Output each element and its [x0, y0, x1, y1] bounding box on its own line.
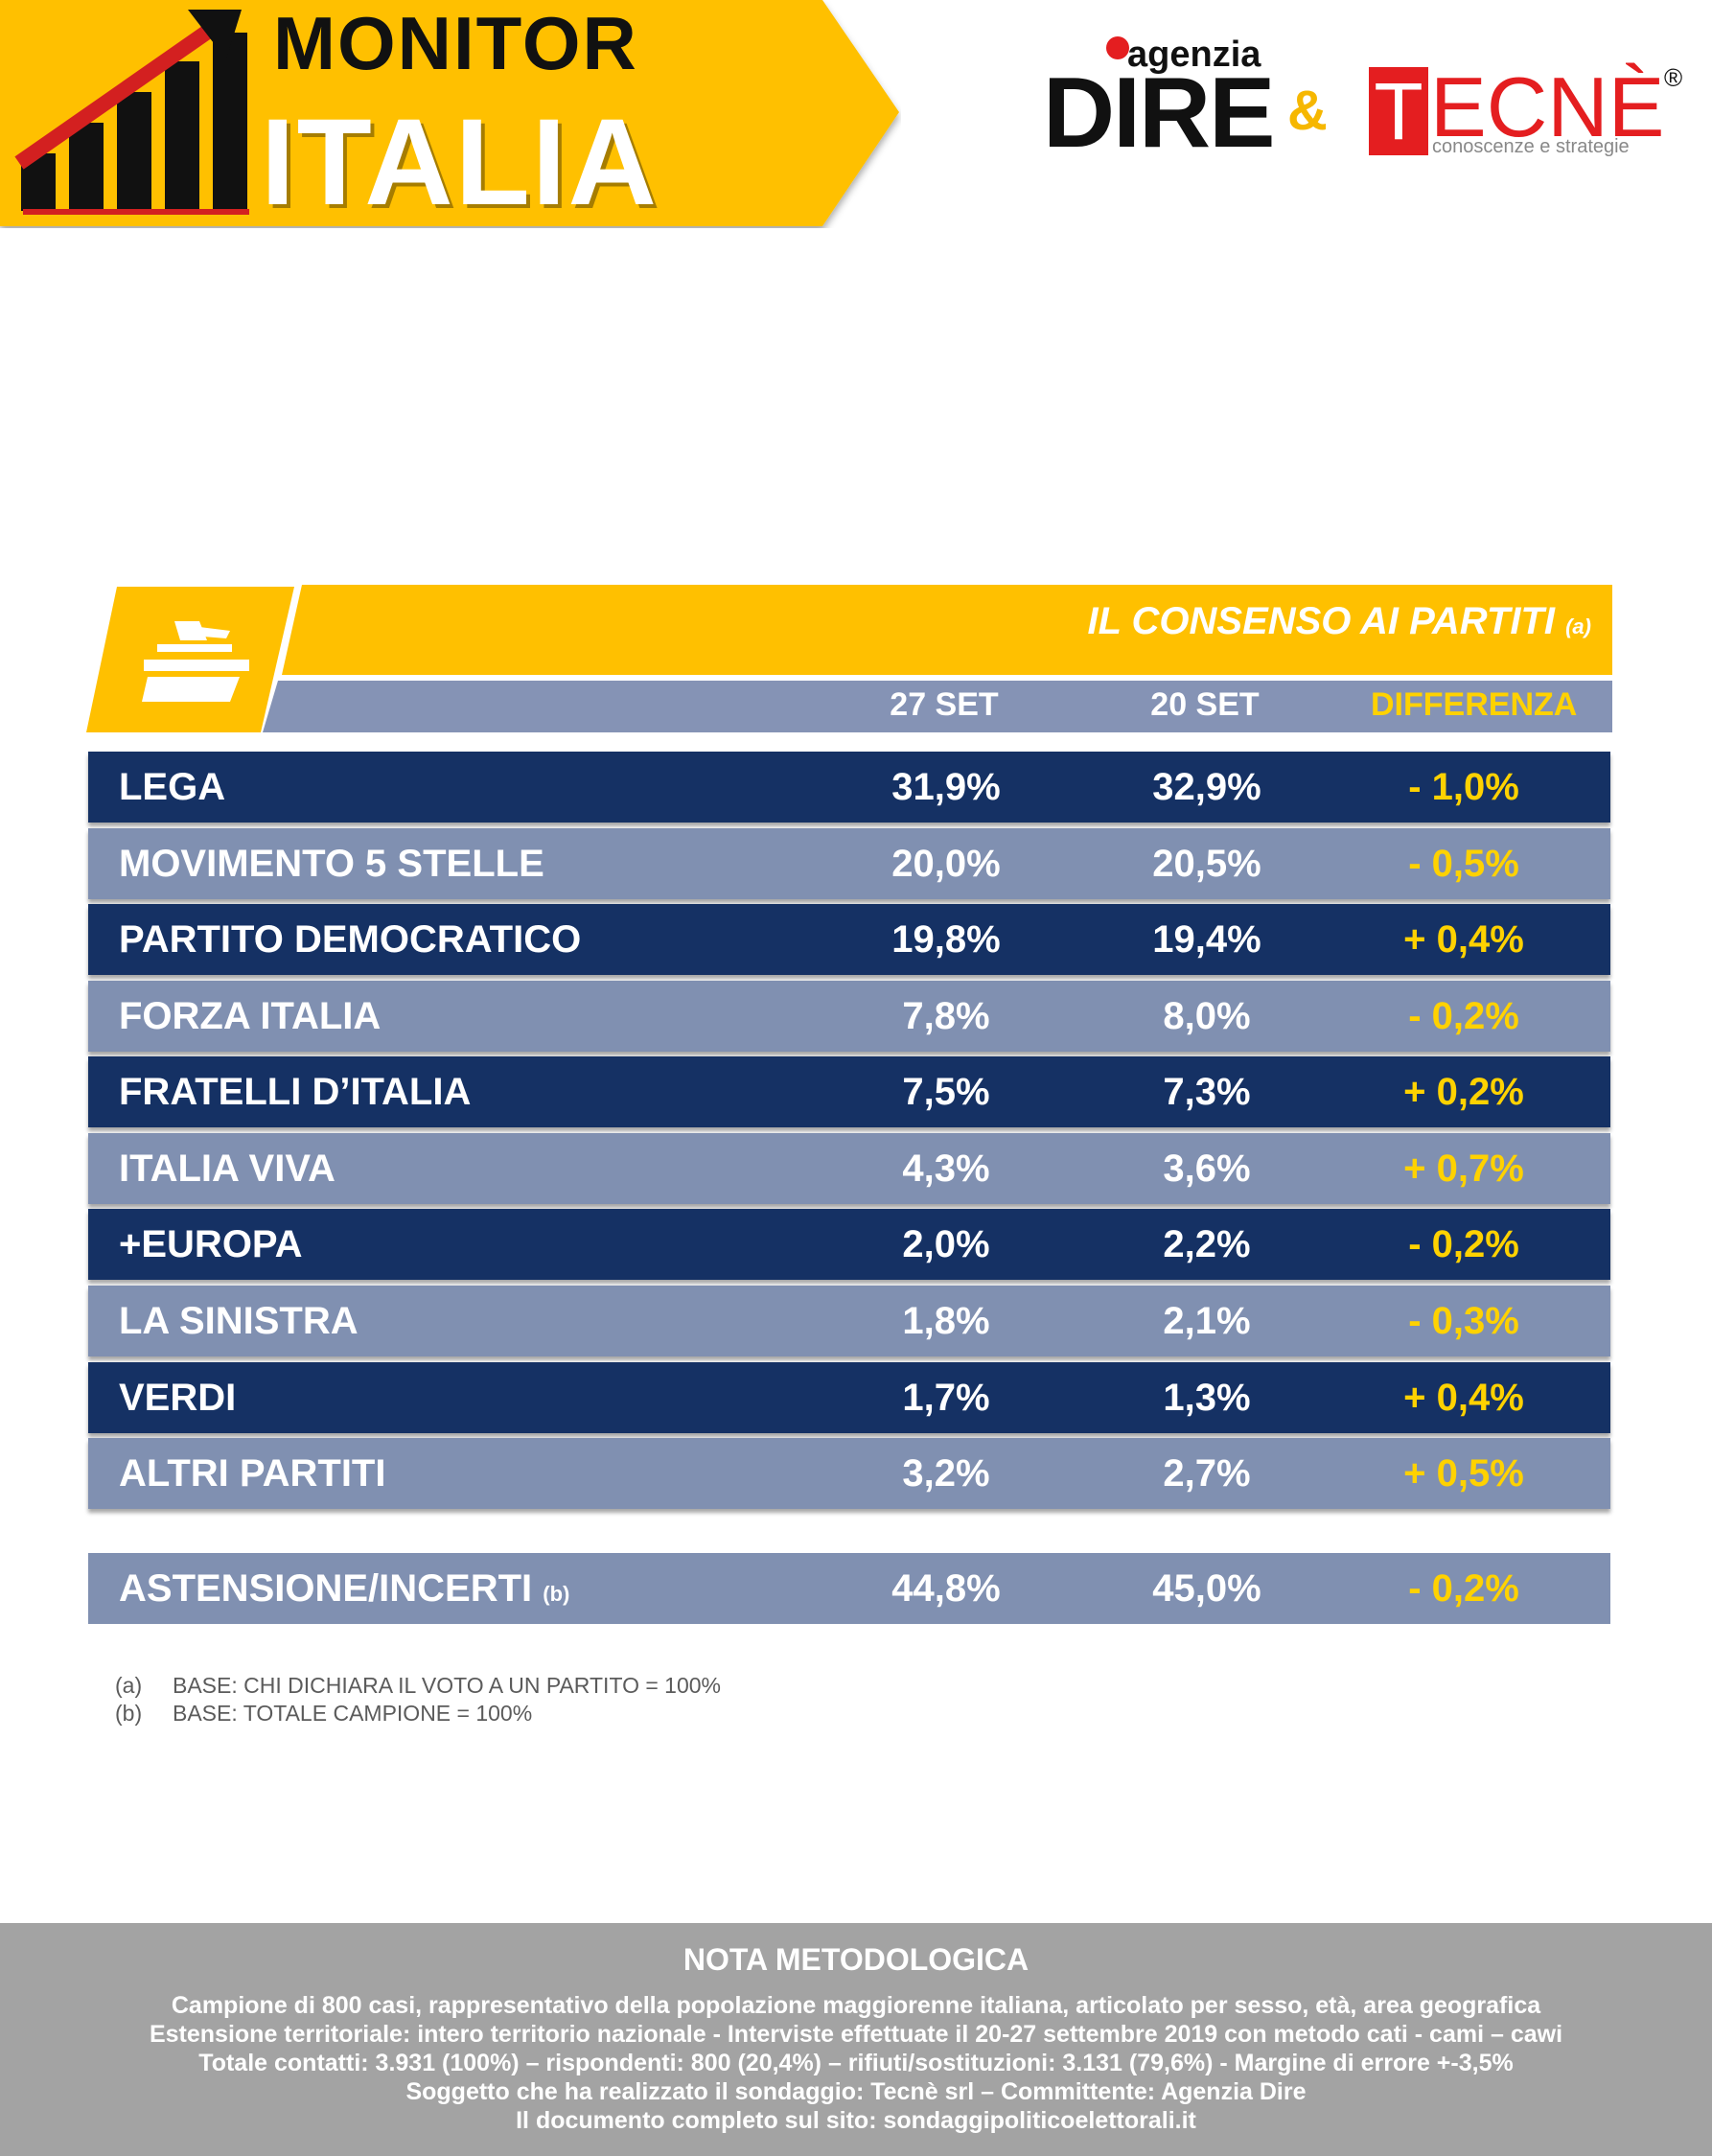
- method-note: NOTA METODOLOGICA Campione di 800 casi, …: [0, 1923, 1712, 2156]
- method-line: Totale contatti: 3.931 (100%) – risponde…: [198, 2050, 1514, 2076]
- table-row: PARTITO DEMOCRATICO 19,8% 19,4% + 0,4%: [88, 904, 1610, 975]
- value-27-set: 4,3%: [902, 1148, 990, 1190]
- table-row: ITALIA VIVA 4,3% 3,6% + 0,7%: [88, 1133, 1610, 1204]
- footnote-tag: (a): [115, 1673, 143, 1698]
- value-difference: - 0,3%: [1408, 1300, 1519, 1342]
- value-difference: + 0,4%: [1403, 918, 1524, 961]
- value-27-set: 7,5%: [902, 1071, 990, 1113]
- party-name: PARTITO DEMOCRATICO: [119, 918, 582, 961]
- value-difference: + 0,5%: [1403, 1452, 1524, 1495]
- party-name: FRATELLI D’ITALIA: [119, 1071, 472, 1113]
- party-name: LEGA: [119, 766, 226, 808]
- logo-subtitle: ITALIA: [261, 94, 659, 231]
- tecne-wordmark: ECNÈ: [1430, 59, 1665, 154]
- column-header-20-set: 20 SET: [1150, 686, 1260, 723]
- footnote-tag: (b): [115, 1701, 143, 1726]
- value-27-set: 7,8%: [902, 995, 990, 1037]
- method-lines: Campione di 800 casi, rappresentativo de…: [0, 1991, 1712, 2135]
- value-27-set: 31,9%: [891, 766, 1001, 808]
- value-27-set: 19,8%: [891, 918, 1001, 961]
- method-line: Estensione territoriale: intero territor…: [149, 2021, 1563, 2048]
- header-banner: MONITOR ITALIA: [0, 0, 901, 228]
- party-name: +EUROPA: [119, 1223, 303, 1265]
- table-row: ALTRI PARTITI 3,2% 2,7% + 0,5%: [88, 1438, 1610, 1509]
- value-difference: - 0,2%: [1408, 1223, 1519, 1265]
- abstention-row: ASTENSIONE/INCERTI (b) 44,8% 45,0% - 0,2…: [88, 1553, 1610, 1624]
- tecne-logo: T ECNÈ ® conoscenze e strategie: [1369, 59, 1685, 173]
- value-difference: + 0,4%: [1403, 1377, 1524, 1419]
- dire-wordmark: DIRE: [1043, 58, 1275, 169]
- value-27-set: 20,0%: [891, 843, 1001, 885]
- value-20-set: 1,3%: [1163, 1377, 1251, 1419]
- table-header: IL CONSENSO AI PARTITI (a) 27 SET 20 SET…: [86, 583, 1612, 732]
- table-title-text: IL CONSENSO AI PARTITI: [1087, 600, 1555, 642]
- tecne-tagline: conoscenze e strategie: [1432, 136, 1630, 157]
- value-difference: - 0,2%: [1408, 995, 1519, 1037]
- dire-agenzia-label: agenzia: [1127, 35, 1261, 75]
- table-row: LA SINISTRA 1,8% 2,1% - 0,3%: [88, 1286, 1610, 1356]
- dire-dot-icon: [1106, 36, 1129, 59]
- table-row: FRATELLI D’ITALIA 7,5% 7,3% + 0,2%: [88, 1056, 1610, 1127]
- value-27-set: 44,8%: [891, 1567, 1001, 1610]
- value-difference: + 0,7%: [1403, 1148, 1524, 1190]
- logo-title: MONITOR: [273, 1, 638, 85]
- table-row: +EUROPA 2,0% 2,2% - 0,2%: [88, 1209, 1610, 1280]
- value-27-set: 2,0%: [902, 1223, 990, 1265]
- party-name: VERDI: [119, 1377, 237, 1419]
- registered-mark: ®: [1664, 63, 1683, 92]
- footnote: (b) BASE: TOTALE CAMPIONE = 100%: [115, 1700, 721, 1727]
- table-title-note: (a): [1565, 614, 1591, 638]
- dire-logo: agenzia DIRE: [1043, 29, 1275, 163]
- value-difference: + 0,2%: [1403, 1071, 1524, 1113]
- table-row: VERDI 1,7% 1,3% + 0,4%: [88, 1362, 1610, 1433]
- value-difference: - 1,0%: [1408, 766, 1519, 808]
- growth-bars-icon: [14, 10, 249, 215]
- abstention-label: ASTENSIONE/INCERTI (b): [119, 1569, 569, 1608]
- ampersand: &: [1287, 80, 1328, 142]
- party-name: ITALIA VIVA: [119, 1148, 335, 1190]
- value-20-set: 19,4%: [1152, 918, 1261, 961]
- party-name: LA SINISTRA: [119, 1300, 359, 1342]
- table-header-shape: [86, 585, 1612, 732]
- value-27-set: 1,8%: [902, 1300, 990, 1342]
- value-20-set: 7,3%: [1163, 1071, 1251, 1113]
- method-line: Soggetto che ha realizzato il sondaggio:…: [405, 2078, 1307, 2105]
- method-line: Campione di 800 casi, rappresentativo de…: [171, 1992, 1541, 2019]
- value-20-set: 2,1%: [1163, 1300, 1251, 1342]
- table-row: FORZA ITALIA 7,8% 8,0% - 0,2%: [88, 981, 1610, 1052]
- column-header-27-set: 27 SET: [890, 686, 999, 723]
- value-difference: - 0,5%: [1408, 843, 1519, 885]
- value-20-set: 3,6%: [1163, 1148, 1251, 1190]
- abstention-label-text: ASTENSIONE/INCERTI: [119, 1567, 533, 1610]
- value-27-set: 1,7%: [902, 1377, 990, 1419]
- method-title: NOTA METODOLOGICA: [682, 1942, 1030, 1977]
- party-name: MOVIMENTO 5 STELLE: [119, 843, 544, 885]
- value-20-set: 32,9%: [1152, 766, 1261, 808]
- method-line: Il documento completo sul sito: sondaggi…: [516, 2107, 1196, 2134]
- value-20-set: 8,0%: [1163, 995, 1251, 1037]
- table-title: IL CONSENSO AI PARTITI (a): [1088, 600, 1591, 643]
- abstention-note: (b): [543, 1582, 570, 1606]
- ballot-box-icon: [142, 621, 249, 702]
- table-row: LEGA 31,9% 32,9% - 1,0%: [88, 752, 1610, 823]
- footnote-text: BASE: CHI DICHIARA IL VOTO A UN PARTITO …: [173, 1673, 722, 1698]
- footnotes: (a) BASE: CHI DICHIARA IL VOTO A UN PART…: [115, 1672, 721, 1727]
- banner-shape: [0, 0, 899, 226]
- party-name: ALTRI PARTITI: [119, 1452, 386, 1495]
- tecne-t-mark: T: [1369, 67, 1428, 155]
- value-27-set: 3,2%: [902, 1452, 990, 1495]
- value-difference: - 0,2%: [1408, 1567, 1519, 1610]
- column-header-difference: DIFFERENZA: [1371, 686, 1578, 723]
- footnote-text: BASE: TOTALE CAMPIONE = 100%: [173, 1701, 533, 1726]
- value-20-set: 2,7%: [1163, 1452, 1251, 1495]
- party-name: FORZA ITALIA: [119, 995, 382, 1037]
- value-20-set: 20,5%: [1152, 843, 1261, 885]
- value-20-set: 2,2%: [1163, 1223, 1251, 1265]
- table-row: MOVIMENTO 5 STELLE 20,0% 20,5% - 0,5%: [88, 828, 1610, 899]
- footnote: (a) BASE: CHI DICHIARA IL VOTO A UN PART…: [115, 1672, 721, 1700]
- value-20-set: 45,0%: [1152, 1567, 1261, 1610]
